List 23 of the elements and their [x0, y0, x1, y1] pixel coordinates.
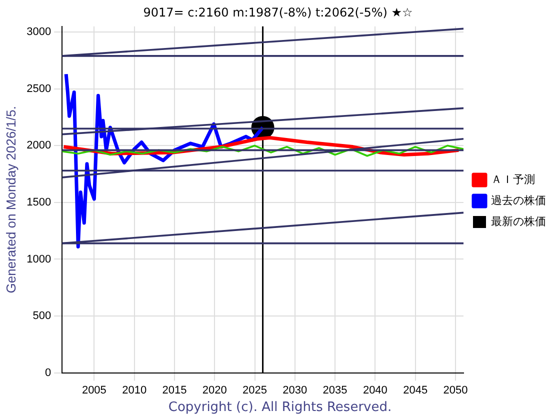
- y-tick-label: 500: [32, 310, 52, 322]
- x-tick-label: 2005: [82, 384, 106, 396]
- y-axis-title: Generated on Monday 2026/1/5.: [3, 106, 18, 294]
- legend-label: ＡＩ予測: [491, 172, 535, 186]
- y-tick-label: 2500: [26, 82, 52, 95]
- y-tick-label: 2000: [26, 140, 52, 152]
- x-tick-label: 2020: [202, 384, 227, 396]
- x-tick-label: 2035: [322, 384, 348, 396]
- y-tick-label: 1500: [26, 196, 52, 208]
- x-tick-label: 2050: [443, 384, 468, 396]
- legend-label: 過去の株価: [491, 194, 546, 207]
- x-tick-label: 2010: [122, 384, 147, 396]
- y-tick-label: 1000: [26, 253, 52, 266]
- x-tick-label: 2040: [362, 384, 388, 396]
- legend-label: 最新の株価: [491, 214, 546, 228]
- y-tick-label: 3000: [26, 26, 52, 38]
- text: Copyright (c). All Rights Reserved.: [167, 400, 393, 417]
- chart-title: 9017= c:2160 m:1987(-8%) t:2062(-5%) ★☆: [143, 5, 413, 20]
- x-tick-label: 2015: [162, 384, 187, 396]
- x-tick-label: 2045: [403, 384, 428, 396]
- x-tick-label: 2025: [242, 384, 267, 396]
- y-tick-label: 0: [44, 366, 52, 379]
- x-tick-label: 2030: [282, 384, 308, 396]
